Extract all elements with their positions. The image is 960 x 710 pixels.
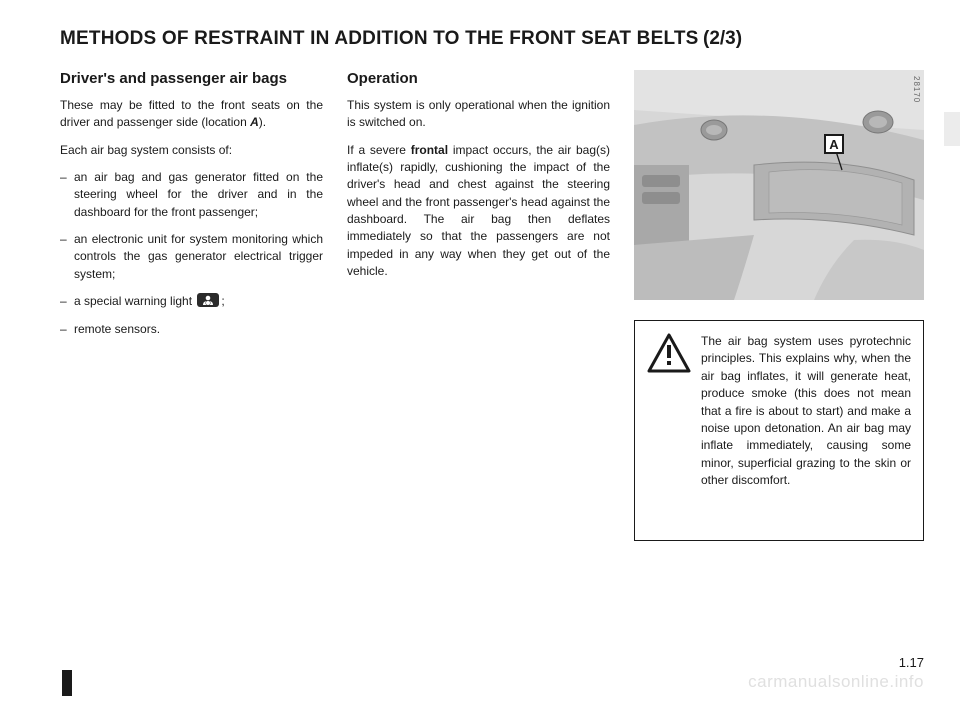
page-number: 1.17 (899, 655, 924, 670)
location-label: A (250, 115, 259, 129)
figure-callout-a: A (824, 134, 844, 154)
text-fragment: If a severe (347, 143, 411, 157)
airbags-listintro: Each air bag system consists of: (60, 142, 323, 159)
text-fragment: ; (221, 294, 224, 308)
page-tab-marker (944, 112, 960, 146)
content-columns: Driver's and passenger air bags These ma… (60, 70, 924, 541)
bold-frontal: frontal (411, 143, 448, 157)
text-fragment: a special warning light (74, 294, 195, 308)
list-item: an electronic unit for system monitor­in… (60, 231, 323, 283)
airbag-components-list: an air bag and gas generator fitted on t… (60, 169, 323, 338)
column-middle: Operation This system is only operationa… (347, 70, 610, 541)
dashboard-figure: 28170 A (634, 70, 924, 300)
text-fragment: impact occurs, the air bag(s) inflate(s)… (347, 143, 610, 279)
operation-p1: This system is only operational when the… (347, 97, 610, 132)
warning-text: The air bag system uses pyrotechnic prin… (701, 333, 911, 490)
page-title: METHODS OF RESTRAINT IN ADDITION TO THE … (60, 28, 699, 49)
footer-black-bar (62, 670, 72, 696)
warning-inner: The air bag system uses pyrotechnic prin… (647, 333, 911, 490)
page-title-row: METHODS OF RESTRAINT IN ADDITION TO THE … (60, 28, 924, 50)
watermark: carmanualsonline.info (748, 672, 924, 692)
list-item: a special warning light ; (60, 293, 323, 310)
dashboard-illustration (634, 70, 924, 300)
operation-p2: If a severe frontal impact occurs, the a… (347, 142, 610, 281)
operation-heading: Operation (347, 70, 610, 89)
warning-panel: The air bag system uses pyrotechnic prin… (634, 320, 924, 541)
list-item: an air bag and gas generator fitted on t… (60, 169, 323, 221)
manual-page: METHODS OF RESTRAINT IN ADDITION TO THE … (0, 0, 960, 710)
airbags-intro: These may be fitted to the front seats o… (60, 97, 323, 132)
airbags-heading: Driver's and passenger air bags (60, 70, 323, 89)
text-fragment: ). (259, 115, 266, 129)
airbag-warning-light-icon (197, 293, 219, 307)
list-item: remote sensors. (60, 321, 323, 338)
text-fragment: These may be fitted to the front seats o… (60, 98, 323, 129)
figure-id: 28170 (912, 76, 921, 103)
column-left: Driver's and passenger air bags These ma… (60, 70, 323, 541)
warning-triangle-icon (647, 333, 691, 373)
column-right: 28170 A The air bag system uses pyrotech… (634, 70, 924, 541)
page-title-part: (2/3) (703, 28, 742, 49)
